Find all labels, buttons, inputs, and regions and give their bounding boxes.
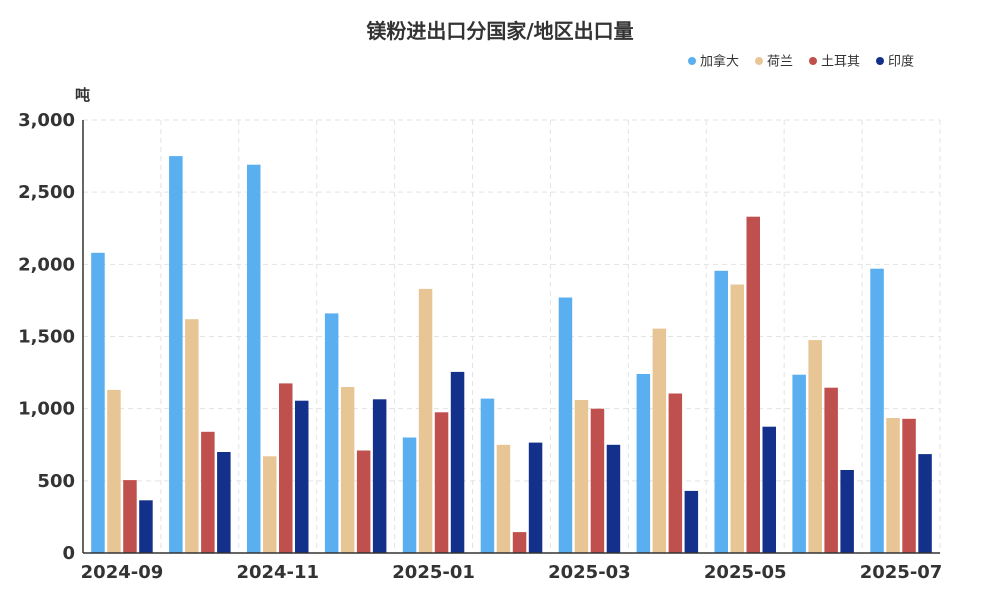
y-tick-label: 500 [37,471,75,492]
bars [91,156,932,554]
y-axis-unit-label: 吨 [75,86,90,104]
bar [636,374,651,553]
legend-marker [876,57,884,65]
y-tick-label: 2,000 [18,254,75,275]
bar [402,437,417,553]
legend-marker [688,57,696,65]
bar [512,532,527,553]
y-tick-label: 1,000 [18,399,75,420]
bar [169,156,183,553]
bar [902,418,916,553]
y-tick-labels: 0 500 1,000 1,500 2,000 2,500 3,000 [18,110,75,564]
bar [418,288,433,553]
bar [574,400,589,553]
bar [840,470,854,553]
bar [746,216,760,553]
x-tick-label: 2025-05 [704,562,787,583]
bar [480,398,495,553]
x-tick-label: 2025-01 [392,562,475,583]
bar [762,426,776,553]
bar [372,399,387,553]
bar [295,400,309,553]
chart-title: 镁粉进出口分国家/地区出口量 [366,19,633,43]
bar [139,500,153,553]
bar [918,454,932,553]
legend-marker [755,57,763,65]
bar [201,431,215,553]
bar [91,252,105,554]
axes [82,120,940,554]
bar [730,284,744,553]
bar [185,319,199,553]
bar [279,383,293,553]
bar [217,452,231,553]
legend-item[interactable]: 土耳其 [809,55,860,70]
y-tick-label: 1,500 [18,327,75,348]
y-tick-label: 2,500 [18,182,75,203]
legend-marker [809,57,817,65]
x-tick-labels: 2024-09 2024-11 2025-01 2025-03 2025-05 2025-… [81,562,943,583]
bar [886,418,900,553]
bar [356,450,371,553]
legend-item[interactable]: 加拿大 [688,54,739,70]
bar [496,444,511,554]
bar [247,164,261,553]
bar [714,270,728,553]
bar [528,442,543,553]
bar [558,297,573,553]
bar [434,412,449,553]
bar [808,340,822,553]
bar [324,313,339,553]
grid-lines [83,119,941,553]
legend-label: 土耳其 [821,55,860,70]
bar [652,328,667,553]
x-tick-label: 2025-07 [860,562,943,583]
bar [824,387,838,553]
bar [263,456,277,553]
legend-label: 荷兰 [767,55,793,70]
x-tick-label: 2024-11 [236,562,319,583]
x-tick-label: 2024-09 [81,562,164,583]
bar [792,374,806,553]
bar [450,371,465,553]
legend: 加拿大 荷兰 土耳其 印度 [688,54,914,70]
bar [107,389,121,553]
bar [590,408,605,553]
y-tick-label: 0 [62,543,75,564]
bar [123,480,137,553]
x-tick-label: 2025-03 [548,562,631,583]
bar [340,387,355,553]
legend-label: 加拿大 [700,54,739,70]
bar [684,490,699,553]
bar [870,268,884,553]
legend-item[interactable]: 印度 [876,54,914,70]
y-tick-label: 3,000 [18,110,75,131]
legend-label: 印度 [888,54,914,70]
legend-item[interactable]: 荷兰 [755,55,793,70]
bar [606,444,621,554]
bar [668,393,683,553]
